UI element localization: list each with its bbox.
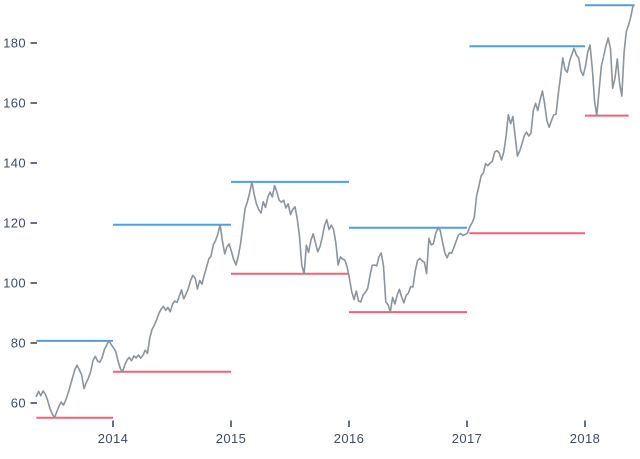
y-tick-label: 60 (11, 396, 26, 411)
price-line (35, 4, 634, 419)
y-tick-label: 180 (3, 36, 26, 51)
y-axis: 60 80 100 120 140 160 180 (3, 36, 37, 411)
x-tick-label: 2014 (98, 431, 129, 446)
y-tick-label: 160 (3, 96, 26, 111)
yearly-high-low-levels (36, 4, 635, 419)
y-tick-label: 100 (3, 276, 26, 291)
x-tick-label: 2016 (334, 431, 365, 446)
x-tick-label: 2015 (216, 431, 247, 446)
x-axis: 2014 2015 2016 2017 2018 (98, 420, 601, 446)
y-tick-label: 120 (3, 216, 26, 231)
x-tick-label: 2017 (452, 431, 483, 446)
price-line-group (35, 4, 634, 419)
y-tick-label: 140 (3, 156, 26, 171)
x-tick-label: 2018 (570, 431, 601, 446)
y-tick-label: 80 (11, 336, 26, 351)
